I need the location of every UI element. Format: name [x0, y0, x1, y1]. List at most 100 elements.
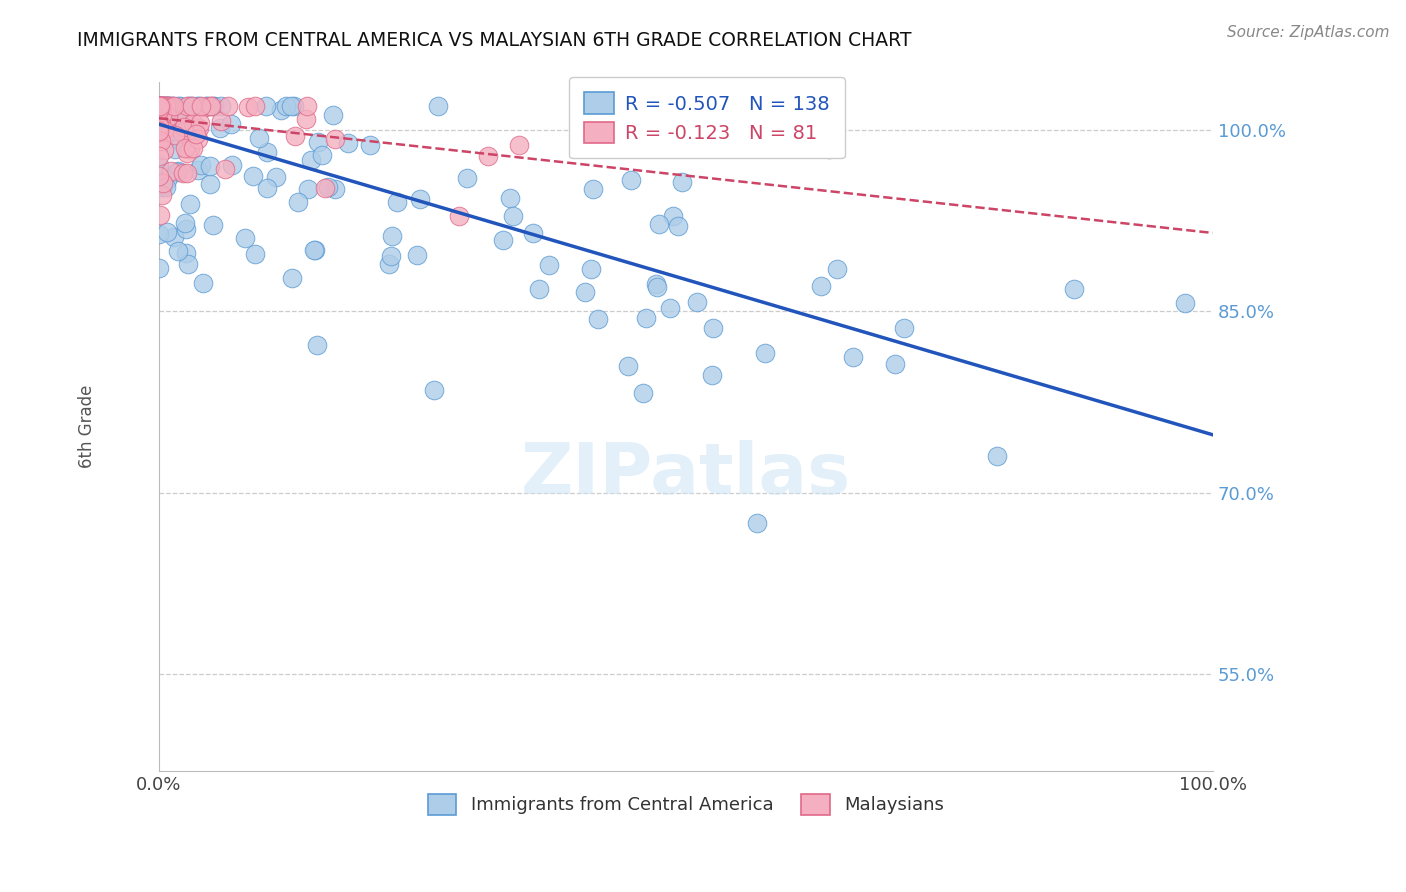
Point [148, 99, 170, 113]
Point [149, 121, 172, 136]
Point [149, 100, 172, 114]
Point [148, 99, 170, 113]
Point [190, 158, 212, 172]
Point [172, 112, 194, 127]
Point [179, 197, 201, 211]
Point [209, 114, 232, 128]
Point [245, 247, 267, 261]
Point [188, 116, 211, 130]
Point [297, 181, 319, 195]
Point [617, 359, 640, 373]
Point [727, 124, 749, 138]
Point [311, 147, 333, 161]
Point [305, 338, 328, 352]
Point [148, 99, 170, 113]
Point [155, 99, 177, 113]
Point [148, 176, 170, 190]
Point [148, 99, 170, 113]
Text: Source: ZipAtlas.com: Source: ZipAtlas.com [1226, 25, 1389, 40]
Point [149, 208, 172, 222]
Point [274, 99, 297, 113]
Point [986, 449, 1008, 463]
Point [150, 180, 173, 194]
Point [322, 108, 344, 122]
Point [323, 181, 346, 195]
Point [582, 182, 605, 196]
Point [264, 169, 287, 184]
Point [167, 244, 190, 258]
Point [191, 277, 214, 291]
Point [157, 99, 180, 113]
Point [186, 128, 208, 142]
Point [150, 118, 173, 132]
Point [648, 217, 671, 231]
Point [173, 216, 195, 230]
Point [149, 110, 172, 124]
Point [254, 99, 277, 113]
Point [202, 218, 225, 232]
Point [153, 99, 176, 113]
Point [176, 222, 198, 236]
Point [187, 162, 209, 177]
Point [162, 99, 184, 113]
Point [172, 165, 194, 179]
Point [179, 142, 201, 156]
Point [377, 257, 399, 271]
Point [174, 245, 197, 260]
Point [152, 176, 174, 190]
Point [148, 124, 170, 138]
Point [156, 99, 179, 113]
Point [423, 383, 446, 397]
Point [380, 249, 402, 263]
Point [270, 103, 292, 117]
Text: IMMIGRANTS FROM CENTRAL AMERICA VS MALAYSIAN 6TH GRADE CORRELATION CHART: IMMIGRANTS FROM CENTRAL AMERICA VS MALAY… [77, 31, 912, 50]
Point [152, 99, 174, 113]
Legend: Immigrants from Central America, Malaysians: Immigrants from Central America, Malaysi… [419, 785, 953, 823]
Point [166, 112, 188, 126]
Point [236, 100, 259, 114]
Point [153, 121, 176, 136]
Point [702, 321, 724, 335]
Point [242, 169, 264, 184]
Point [181, 141, 204, 155]
Point [359, 137, 381, 152]
Point [167, 105, 190, 120]
Point [153, 99, 176, 113]
Point [166, 164, 188, 178]
Point [647, 280, 669, 294]
Point [150, 99, 173, 113]
Point [304, 243, 326, 257]
Point [156, 99, 179, 113]
Point [200, 177, 222, 191]
Point [1174, 295, 1197, 310]
Point [150, 100, 173, 114]
Point [148, 99, 170, 113]
Point [149, 132, 172, 146]
Point [181, 116, 204, 130]
Point [157, 99, 180, 113]
Point [148, 99, 170, 113]
Point [148, 99, 170, 113]
Point [194, 100, 217, 114]
Point [159, 99, 181, 113]
Point [176, 99, 198, 113]
Point [214, 162, 236, 177]
Point [160, 99, 183, 113]
Point [307, 135, 329, 149]
Point [208, 120, 231, 135]
Point [294, 112, 316, 127]
Point [169, 112, 191, 127]
Point [165, 142, 187, 156]
Point [148, 125, 170, 139]
Point [1063, 283, 1085, 297]
Point [427, 99, 450, 113]
Point [166, 99, 188, 113]
Point [502, 209, 524, 223]
Point [574, 285, 596, 299]
Point [160, 164, 183, 178]
Point [150, 110, 173, 124]
Point [283, 99, 305, 113]
Point [148, 99, 170, 113]
Point [157, 99, 180, 113]
Point [314, 180, 336, 194]
